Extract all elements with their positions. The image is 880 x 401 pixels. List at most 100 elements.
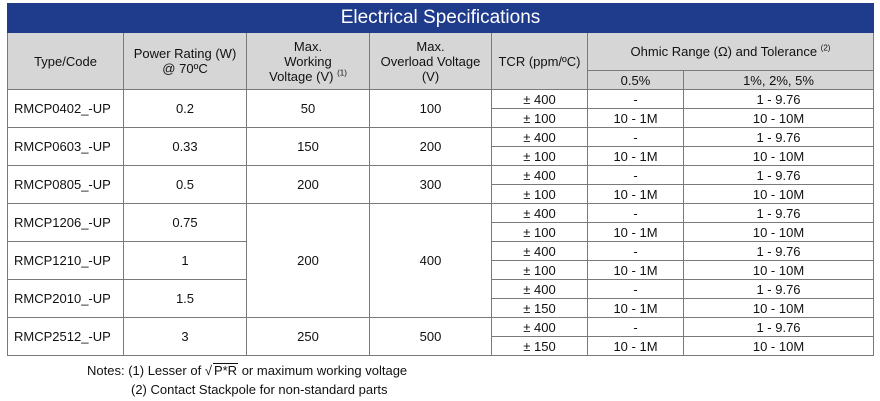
spec-table-container: Electrical Specifications Type/Code Powe…	[7, 3, 874, 356]
tol-0-5-cell: 10 - 1M	[587, 184, 684, 204]
tol-1-2-5-cell: 10 - 10M	[683, 222, 874, 242]
tcr-cell: ± 400	[491, 165, 588, 185]
tcr-cell: ± 100	[491, 184, 588, 204]
tol-1-2-5-cell: 1 - 9.76	[683, 241, 874, 261]
tol-1-2-5-cell: 10 - 10M	[683, 260, 874, 280]
power-rating-cell: 3	[123, 317, 247, 356]
tol-0-5-cell: 10 - 1M	[587, 260, 684, 280]
notes: Notes: (1) Lesser of √ P*R or maximum wor…	[87, 361, 407, 399]
type-code-cell: RMCP0603_-UP	[7, 127, 124, 166]
tol-0-5-cell: -	[587, 165, 684, 185]
tcr-cell: ± 400	[491, 241, 588, 261]
overload-voltage-cell: 200	[369, 127, 492, 166]
electrical-specifications-table: Electrical Specifications Type/Code Powe…	[7, 3, 874, 356]
tcr-cell: ± 400	[491, 279, 588, 299]
type-code-cell: RMCP0805_-UP	[7, 165, 124, 204]
header-tol-1-2-5: 1%, 2%, 5%	[683, 70, 874, 90]
tol-0-5-cell: -	[587, 241, 684, 261]
header-max-overload-voltage: Max. Overload Voltage (V)	[369, 32, 492, 90]
tol-0-5-cell: -	[587, 317, 684, 337]
type-code-cell: RMCP2010_-UP	[7, 279, 124, 318]
table-row: ± 100 10 - 1M 10 - 10M	[8, 222, 874, 242]
header-max-working-voltage: Max. Working Voltage (V) (1)	[246, 32, 370, 90]
power-rating-cell: 0.33	[123, 127, 247, 166]
working-voltage-cell: 250	[246, 317, 370, 356]
header-mwv-line3: Voltage (V)	[269, 68, 334, 84]
tol-0-5-cell: 10 - 1M	[587, 146, 684, 166]
working-voltage-cell: 50	[246, 89, 370, 128]
header-mwv-line1: Max.	[293, 38, 323, 54]
tol-0-5-cell: -	[587, 203, 684, 223]
table-row: RMCP2010_-UP 1.5 ± 400-1 - 9.76	[7, 279, 874, 318]
tol-1-2-5-cell: 1 - 9.76	[683, 165, 874, 185]
overload-voltage-cell: 500	[369, 317, 492, 356]
power-rating-cell: 0.2	[123, 89, 247, 128]
type-code-cell: RMCP1210_-UP	[7, 241, 124, 280]
table-row: ± 150 10 - 1M 10 - 10M	[8, 336, 874, 356]
tol-0-5-cell: -	[587, 279, 684, 299]
tol-1-2-5-cell: 1 - 9.76	[683, 127, 874, 147]
overload-voltage-cell: 300	[369, 165, 492, 204]
tol-1-2-5-cell: 1 - 9.76	[683, 203, 874, 223]
type-code-cell: RMCP0402_-UP	[7, 89, 124, 128]
header-power-rating: Power Rating (W) @ 70ºC	[123, 32, 247, 90]
tol-0-5-cell: 10 - 1M	[587, 108, 684, 128]
working-voltage-cell: 200	[246, 203, 370, 318]
tol-1-2-5-cell: 10 - 10M	[683, 146, 874, 166]
notes-label: Notes:	[87, 363, 125, 378]
tcr-cell: ± 150	[491, 298, 588, 318]
tol-0-5-cell: -	[587, 127, 684, 147]
tcr-cell: ± 100	[491, 146, 588, 166]
header-tol-0-5: 0.5%	[587, 70, 684, 90]
sqrt-expression: P*R	[212, 363, 239, 378]
note-1-suffix: or maximum working voltage	[241, 363, 408, 378]
tol-1-2-5-cell: 1 - 9.76	[683, 279, 874, 299]
tcr-cell: ± 400	[491, 89, 588, 109]
note-2: (2) Contact Stackpole for non-standard p…	[131, 382, 388, 397]
power-rating-cell: 1.5	[123, 279, 247, 318]
tcr-cell: ± 400	[491, 127, 588, 147]
footnote-ref-1: (1)	[337, 68, 347, 78]
tcr-cell: ± 400	[491, 317, 588, 337]
header-type-code: Type/Code	[7, 32, 124, 90]
footnote-ref-2: (2)	[820, 43, 831, 53]
table-row: ± 100 10 - 1M 10 - 10M	[8, 146, 874, 166]
tcr-cell: ± 100	[491, 222, 588, 242]
working-voltage-cell: 200	[246, 165, 370, 204]
table-row: RMCP1210_-UP 1 ± 400-1 - 9.76	[7, 241, 874, 280]
type-code-cell: RMCP2512_-UP	[7, 317, 124, 356]
tol-0-5-cell: -	[587, 89, 684, 109]
header-ohmic-range: Ohmic Range (Ω) and Tolerance (2)	[587, 32, 874, 71]
tol-0-5-cell: 10 - 1M	[587, 298, 684, 318]
table-row: RMCP2512_-UP 3 250 500 ± 400-1 - 9.76	[7, 317, 874, 356]
header-ohmic-label: Ohmic Range (Ω) and Tolerance	[630, 44, 818, 59]
header-mov-line2: Overload Voltage	[380, 53, 481, 69]
note-1: Notes: (1) Lesser of √ P*R or maximum wor…	[87, 361, 407, 380]
header-power-rating-condition: @ 70ºC	[162, 61, 208, 76]
power-rating-cell: 0.75	[123, 203, 247, 242]
header-mwv-line2: Working	[284, 53, 332, 69]
type-code-cell: RMCP1206_-UP	[7, 203, 124, 242]
tol-1-2-5-cell: 10 - 10M	[683, 108, 874, 128]
tcr-cell: ± 100	[491, 108, 588, 128]
table-row: RMCP0603_-UP 0.33 150 200 ± 400-1 - 9.76	[7, 127, 874, 166]
header-power-rating-label: Power Rating (W)	[133, 46, 237, 61]
overload-voltage-cell: 100	[369, 89, 492, 128]
tol-1-2-5-cell: 1 - 9.76	[683, 89, 874, 109]
tol-1-2-5-cell: 10 - 10M	[683, 336, 874, 356]
tol-1-2-5-cell: 1 - 9.76	[683, 317, 874, 337]
tol-1-2-5-cell: 10 - 10M	[683, 184, 874, 204]
note-1-prefix: (1) Lesser of	[128, 363, 202, 378]
tcr-cell: ± 400	[491, 203, 588, 223]
table-row: RMCP0805_-UP 0.5 200 300 ± 400-1 - 9.76	[7, 165, 874, 204]
tcr-cell: ± 100	[491, 260, 588, 280]
tol-0-5-cell: 10 - 1M	[587, 336, 684, 356]
power-rating-cell: 1	[123, 241, 247, 280]
table-body: RMCP0402_-UP 0.2 50 100 ± 400-1 - 9.76 ± 100 1…	[7, 89, 874, 356]
table-row: ± 100 10 - 1M 10 - 10M	[8, 260, 874, 280]
header-tcr: TCR (ppm/ºC)	[491, 32, 588, 90]
sqrt-sign: √	[204, 363, 212, 378]
table-title: Electrical Specifications	[7, 3, 874, 33]
table-row: RMCP1206_-UP 0.75 200 400 ± 400-1 - 9.76	[7, 203, 874, 318]
table-row: RMCP0402_-UP 0.2 50 100 ± 400-1 - 9.76	[7, 89, 874, 128]
